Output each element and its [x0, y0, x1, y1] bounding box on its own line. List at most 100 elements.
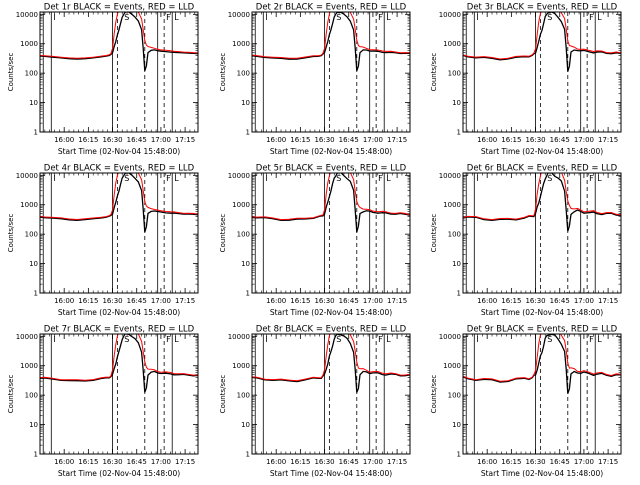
event-marker-label: I	[476, 174, 478, 183]
x-tick-label: 17:00	[574, 458, 594, 466]
plot-frame	[462, 11, 622, 133]
x-tick-label: 16:30	[314, 297, 334, 305]
y-tick-label: 1000	[20, 362, 38, 370]
y-axis-label: Counts/sec	[7, 53, 15, 92]
events-series-line	[463, 334, 621, 394]
y-tick-label: 100	[237, 231, 250, 239]
x-tick-label: 17:15	[598, 136, 618, 144]
panel-title: Det 2r BLACK = Events, RED = LLD	[256, 3, 407, 13]
panel-9: Det 9r BLACK = Events, RED = LLD Counts/s…	[430, 325, 622, 478]
x-tick-label: 17:15	[175, 458, 195, 466]
y-tick-label: 100	[237, 70, 250, 78]
y-tick-label: 10	[29, 260, 38, 268]
x-axis-label: Start Time (02-Nov-04 15:48:00)	[58, 308, 180, 317]
y-axis-label: Counts/sec	[430, 375, 438, 414]
y-tick-label: 10000	[439, 333, 461, 341]
event-marker-label: F	[166, 335, 171, 344]
event-marker-label: I	[265, 13, 267, 22]
x-tick-label: 16:15	[78, 297, 98, 305]
data-series-group	[252, 173, 410, 233]
x-tick-label: 16:45	[127, 136, 147, 144]
x-tick-label: 16:45	[550, 136, 570, 144]
lld-series-line	[252, 12, 410, 59]
events-series-line	[40, 173, 198, 233]
y-tick-label: 1000	[443, 362, 461, 370]
event-marker-label: L	[597, 174, 602, 183]
plot-frame	[39, 172, 199, 294]
x-axis-label: Start Time (02-Nov-04 15:48:00)	[58, 469, 180, 478]
x-tick-label: 16:15	[78, 136, 98, 144]
y-tick-label: 10	[241, 99, 250, 107]
x-tick-label: 16:15	[501, 136, 521, 144]
x-tick-label: 17:15	[175, 136, 195, 144]
panel-8: Det 8r BLACK = Events, RED = LLD Counts/s…	[219, 325, 411, 478]
plot-frame	[251, 172, 411, 294]
panel-title: Det 3r BLACK = Events, RED = LLD	[467, 3, 618, 13]
x-tick-label: 16:00	[266, 458, 286, 466]
x-tick-label: 16:15	[78, 458, 98, 466]
y-tick-label: 10000	[439, 172, 461, 180]
x-tick-label: 16:45	[339, 136, 359, 144]
y-tick-label: 1	[457, 290, 461, 298]
x-tick-label: 16:15	[501, 297, 521, 305]
lld-series-line	[463, 173, 621, 221]
panel-2: Det 2r BLACK = Events, RED = LLD Counts/s…	[219, 3, 411, 156]
y-tick-label: 10000	[228, 333, 250, 341]
x-tick-label: 16:00	[54, 136, 74, 144]
y-tick-label: 100	[448, 392, 461, 400]
event-marker-label: F	[589, 174, 594, 183]
y-tick-label: 1	[34, 129, 38, 137]
panel-title: Det 1r BLACK = Events, RED = LLD	[44, 3, 195, 13]
x-tick-label: 17:00	[151, 458, 171, 466]
x-tick-label: 17:15	[175, 297, 195, 305]
plot-frame	[251, 11, 411, 133]
event-marker-label: L	[597, 335, 602, 344]
y-axis-label: Counts/sec	[219, 375, 227, 414]
y-tick-label: 10	[452, 99, 461, 107]
data-series-group	[40, 12, 198, 71]
data-series-group	[463, 173, 621, 232]
panel-5: Det 5r BLACK = Events, RED = LLD Counts/s…	[219, 164, 411, 317]
y-axis-label: Counts/sec	[430, 53, 438, 92]
event-marker-label: L	[597, 13, 602, 22]
x-tick-label: 16:15	[290, 458, 310, 466]
event-marker-label: F	[166, 174, 171, 183]
y-tick-label: 1	[246, 129, 250, 137]
event-marker-label: L	[386, 13, 391, 22]
y-tick-label: 100	[25, 231, 38, 239]
event-marker-label: I	[53, 335, 55, 344]
x-tick-label: 17:00	[151, 136, 171, 144]
x-tick-label: 16:45	[127, 297, 147, 305]
x-tick-label: 16:30	[525, 458, 545, 466]
x-tick-label: 16:30	[102, 136, 122, 144]
x-tick-label: 16:15	[290, 136, 310, 144]
y-tick-label: 1000	[443, 40, 461, 48]
x-axis-label: Start Time (02-Nov-04 15:48:00)	[270, 147, 392, 156]
event-marker-label: I	[476, 13, 478, 22]
events-series-line	[463, 173, 621, 232]
x-tick-label: 17:15	[598, 297, 618, 305]
events-series-line	[40, 12, 198, 71]
x-tick-label: 16:30	[314, 458, 334, 466]
event-marker-label: L	[174, 174, 179, 183]
x-tick-label: 16:30	[525, 136, 545, 144]
x-tick-label: 16:00	[54, 297, 74, 305]
plot-frame	[39, 11, 199, 133]
event-marker-label: I	[265, 335, 267, 344]
x-tick-label: 16:15	[501, 458, 521, 466]
y-tick-label: 10000	[16, 11, 38, 19]
plot-frame	[462, 333, 622, 455]
event-marker-label: S	[547, 174, 552, 183]
lld-series-line	[252, 334, 410, 382]
lld-series-line	[40, 334, 198, 381]
x-tick-label: 17:00	[363, 458, 383, 466]
y-tick-label: 1000	[20, 40, 38, 48]
event-marker-label: S	[124, 335, 129, 344]
event-marker-label: L	[386, 174, 391, 183]
y-tick-label: 10	[452, 260, 461, 268]
x-tick-label: 16:45	[550, 297, 570, 305]
y-tick-label: 1	[457, 129, 461, 137]
y-tick-label: 1	[246, 290, 250, 298]
y-tick-label: 10	[452, 421, 461, 429]
x-tick-label: 16:45	[339, 458, 359, 466]
